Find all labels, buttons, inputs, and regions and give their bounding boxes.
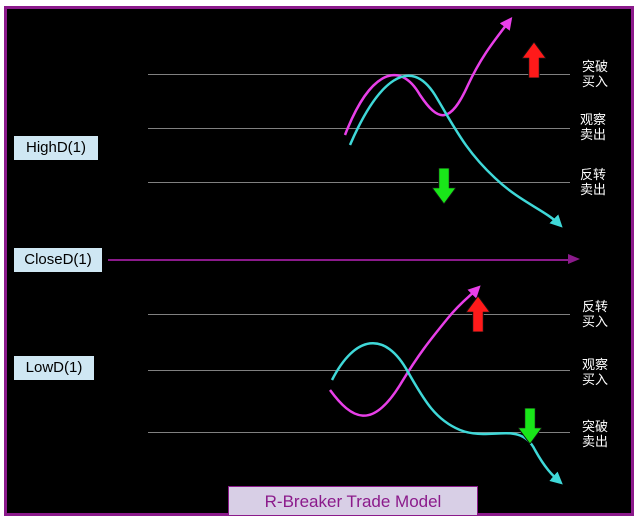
arrow-down-lower <box>518 408 542 444</box>
arrow-down-upper <box>432 168 456 204</box>
arrow-up-upper <box>522 42 546 78</box>
curve-lower-cyan <box>0 0 640 522</box>
arrow-up-lower <box>466 296 490 332</box>
